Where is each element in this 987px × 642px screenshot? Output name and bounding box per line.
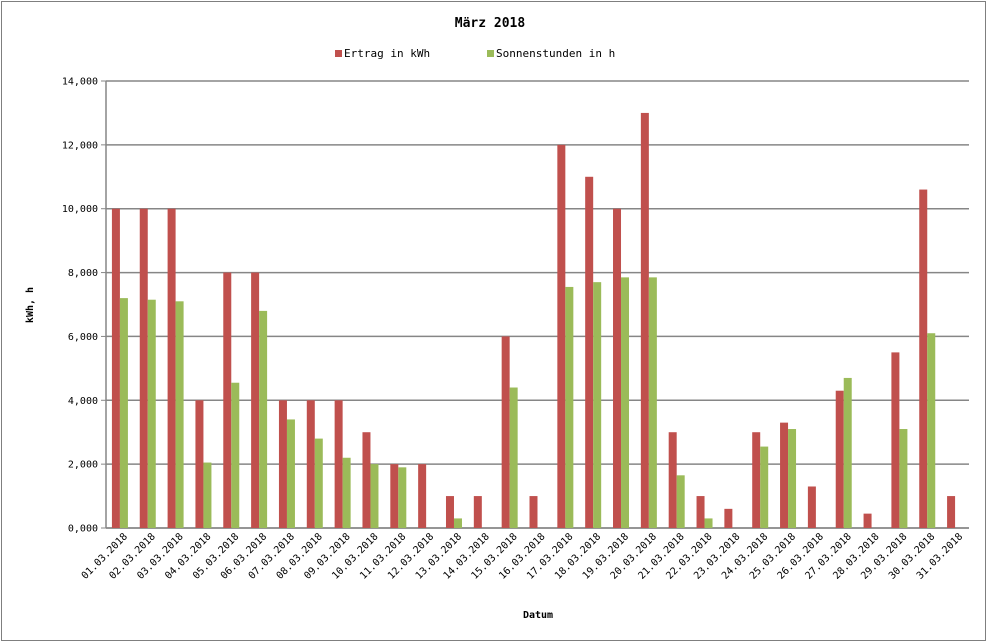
bar-ertrag <box>473 496 482 528</box>
bar-sonnenstunden <box>259 310 268 528</box>
bar-ertrag <box>362 432 371 528</box>
bar-ertrag <box>251 272 260 528</box>
y-tick-label: 14,000 <box>62 77 98 88</box>
bar-ertrag <box>278 400 287 528</box>
x-axis-ticks: 01.03.201802.03.201803.03.201804.03.2018… <box>80 531 966 581</box>
y-tick-label: 2,000 <box>68 460 98 471</box>
bar-sonnenstunden <box>676 475 685 528</box>
bar-sonnenstunden <box>927 333 936 528</box>
x-axis-label: Datum <box>523 610 553 621</box>
bar-sonnenstunden <box>314 438 323 528</box>
bar-sonnenstunden <box>565 286 574 528</box>
y-axis-label: kWh, h <box>25 287 36 323</box>
bar-sonnenstunden <box>175 301 184 528</box>
bar-sonnenstunden <box>704 518 713 528</box>
legend: Ertrag in kWh Sonnenstunden in h <box>335 47 615 60</box>
bar-sonnenstunden <box>286 419 295 528</box>
y-tick-label: 4,000 <box>68 396 98 407</box>
y-tick-label: 0,000 <box>68 524 98 535</box>
bar-ertrag <box>835 390 844 528</box>
bar-ertrag <box>445 496 454 528</box>
legend-label: Sonnenstunden in h <box>496 47 615 60</box>
legend-label: Ertrag in kWh <box>344 47 430 60</box>
bar-ertrag <box>947 496 956 528</box>
bar-sonnenstunden <box>453 518 462 528</box>
bar-ertrag <box>195 400 204 528</box>
bar-ertrag <box>891 352 900 528</box>
bar-sonnenstunden <box>342 457 351 528</box>
legend-swatch <box>487 50 494 57</box>
bar-ertrag <box>501 336 510 528</box>
y-tick-label: 12,000 <box>62 140 98 151</box>
bar-ertrag <box>919 189 928 529</box>
bar-ertrag <box>557 144 566 528</box>
bar-ertrag <box>111 208 120 528</box>
bar-sonnenstunden <box>231 382 240 528</box>
bar-sonnenstunden <box>398 467 407 528</box>
bar-ertrag <box>613 208 622 528</box>
bar-ertrag <box>334 400 343 528</box>
bar-ertrag <box>696 496 705 528</box>
bar-ertrag <box>668 432 677 528</box>
bar-ertrag <box>306 400 315 528</box>
bar-sonnenstunden <box>147 299 156 528</box>
bar-ertrag <box>807 486 816 528</box>
y-tick-label: 8,000 <box>68 268 98 279</box>
y-tick-label: 6,000 <box>68 332 98 343</box>
bar-ertrag <box>139 208 148 528</box>
bar-ertrag <box>724 508 733 528</box>
chart-title: März 2018 <box>455 16 526 31</box>
bar-ertrag <box>863 513 872 528</box>
bar-ertrag <box>223 272 232 528</box>
bar-ertrag <box>585 176 594 529</box>
y-axis-ticks: 0,000 2,000 4,000 6,000 8,000 10,000 12,000 14,… <box>62 77 98 535</box>
bar-ertrag <box>418 464 427 528</box>
bar-sonnenstunden <box>593 282 602 528</box>
y-tick-label: 10,000 <box>62 204 98 215</box>
bar-sonnenstunden <box>119 298 128 528</box>
bar-ertrag <box>529 496 538 528</box>
bar-ertrag <box>780 422 789 528</box>
bar-sonnenstunden <box>509 387 518 528</box>
bar-ertrag <box>390 464 399 528</box>
bar-sonnenstunden <box>899 429 908 528</box>
bar-sonnenstunden <box>203 462 212 528</box>
bar-sonnenstunden <box>760 446 769 528</box>
bar-sonnenstunden <box>621 277 630 528</box>
legend-swatch <box>335 50 342 57</box>
bar-sonnenstunden <box>370 464 379 528</box>
bars <box>111 112 956 529</box>
bar-ertrag <box>167 208 176 528</box>
bar-sonnenstunden <box>843 377 852 528</box>
bar-sonnenstunden <box>648 277 657 528</box>
bar-ertrag <box>640 112 649 528</box>
bar-ertrag <box>752 432 761 528</box>
bar-sonnenstunden <box>788 429 797 528</box>
